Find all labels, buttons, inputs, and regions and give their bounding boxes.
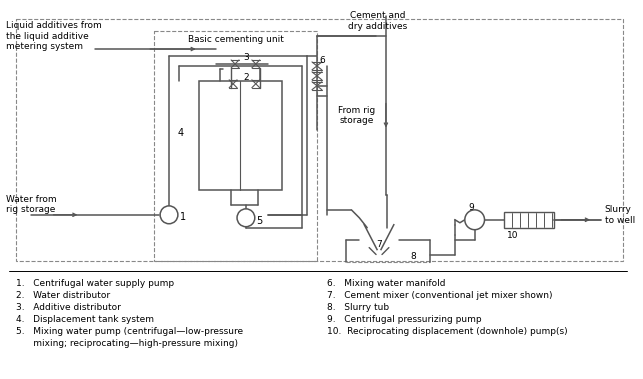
Text: Cement and
dry additives: Cement and dry additives — [349, 11, 408, 31]
Text: 9.   Centrifugal pressurizing pump: 9. Centrifugal pressurizing pump — [327, 315, 482, 324]
Text: 10: 10 — [507, 231, 519, 240]
Text: 7: 7 — [376, 240, 382, 249]
Text: 5: 5 — [256, 216, 262, 226]
Polygon shape — [199, 81, 282, 190]
Text: 8: 8 — [411, 252, 416, 261]
Text: 7.   Cement mixer (conventional jet mixer shown): 7. Cement mixer (conventional jet mixer … — [327, 291, 552, 300]
Text: 2.   Water distributor: 2. Water distributor — [16, 291, 111, 300]
Text: mixing; reciprocating—high-pressure mixing): mixing; reciprocating—high-pressure mixi… — [16, 339, 238, 348]
Text: 2: 2 — [243, 73, 249, 82]
Text: 10.  Reciprocating displacement (downhole) pump(s): 10. Reciprocating displacement (downhole… — [327, 327, 567, 336]
Text: Water from
rig storage: Water from rig storage — [6, 195, 57, 215]
Circle shape — [465, 210, 485, 230]
Text: 6: 6 — [320, 56, 325, 66]
Text: Basic cementing unit: Basic cementing unit — [188, 35, 284, 44]
Text: Liquid additives from
the liquid additive
metering system: Liquid additives from the liquid additiv… — [6, 21, 102, 51]
Text: 4: 4 — [177, 128, 184, 138]
Text: Slurry
to well: Slurry to well — [605, 205, 635, 224]
Text: 1: 1 — [180, 212, 186, 222]
Text: 8.   Slurry tub: 8. Slurry tub — [327, 303, 389, 312]
Text: From rig
storage: From rig storage — [338, 106, 375, 125]
Text: 6.   Mixing water manifold: 6. Mixing water manifold — [327, 279, 445, 288]
Text: 3: 3 — [243, 53, 249, 63]
Circle shape — [237, 209, 255, 227]
Text: 9: 9 — [469, 204, 475, 212]
Polygon shape — [504, 212, 554, 228]
Text: 3.   Additive distributor: 3. Additive distributor — [16, 303, 121, 312]
Text: 4.   Displacement tank system: 4. Displacement tank system — [16, 315, 154, 324]
Circle shape — [160, 206, 178, 224]
Text: 5.   Mixing water pump (centrifugal—low-pressure: 5. Mixing water pump (centrifugal—low-pr… — [16, 327, 243, 336]
Text: 1.   Centrifugal water supply pump: 1. Centrifugal water supply pump — [16, 279, 174, 288]
